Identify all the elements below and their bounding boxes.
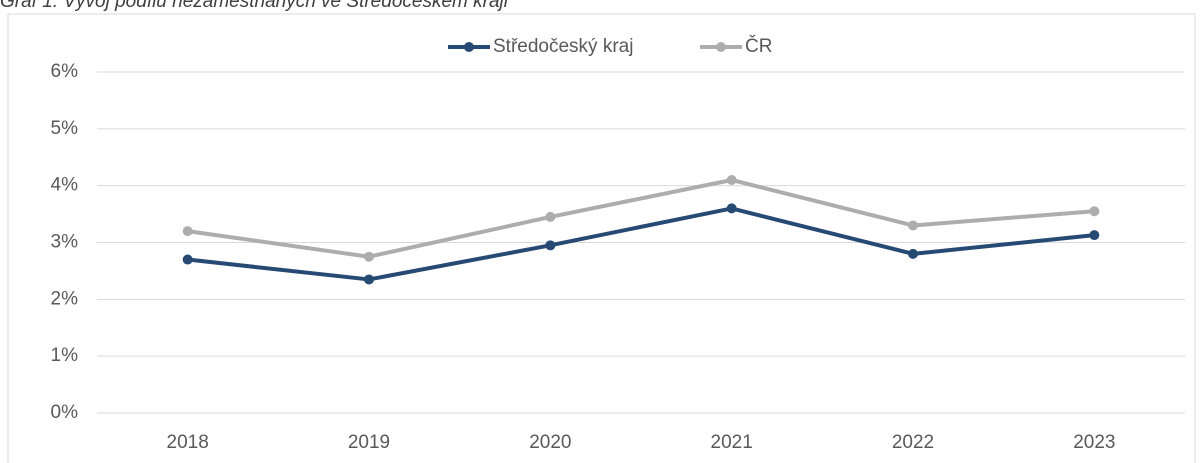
x-tick-label: 2020: [529, 432, 571, 453]
point: [545, 240, 556, 251]
x-tick-label: 2019: [348, 432, 390, 453]
y-tick-label: 3%: [51, 232, 79, 253]
point: [726, 174, 737, 185]
y-tick-label: 4%: [51, 175, 79, 196]
series-line: [187, 177, 1095, 259]
point: [364, 274, 374, 285]
y-tick-label: 5%: [51, 118, 79, 139]
point: [1089, 206, 1100, 217]
legend-label: Středočeský kraj: [493, 36, 633, 57]
legend-marker: [464, 42, 474, 52]
legend-label: ČR: [745, 35, 772, 57]
point: [908, 248, 918, 259]
y-tick-label: 6%: [51, 61, 79, 82]
y-tick-label: 2%: [51, 288, 79, 309]
x-tick-label: 2021: [711, 432, 753, 453]
point: [726, 203, 737, 214]
chart-border: [7, 13, 1196, 463]
y-tick-label: 1%: [51, 345, 79, 366]
point: [908, 220, 918, 231]
point: [182, 254, 193, 265]
point: [545, 211, 556, 222]
legend-marker: [716, 42, 726, 52]
chart-title: Graf 1: Vývoj podílu nezaměstnaných ve S…: [0, 0, 509, 12]
x-tick-label: 2022: [892, 432, 934, 453]
point: [1089, 230, 1100, 241]
x-tick-label: 2018: [167, 432, 209, 453]
point: [182, 226, 193, 237]
series-line: [187, 206, 1095, 282]
x-tick-label: 2023: [1073, 432, 1115, 453]
point: [364, 251, 374, 262]
y-tick-label: 0%: [51, 402, 79, 423]
